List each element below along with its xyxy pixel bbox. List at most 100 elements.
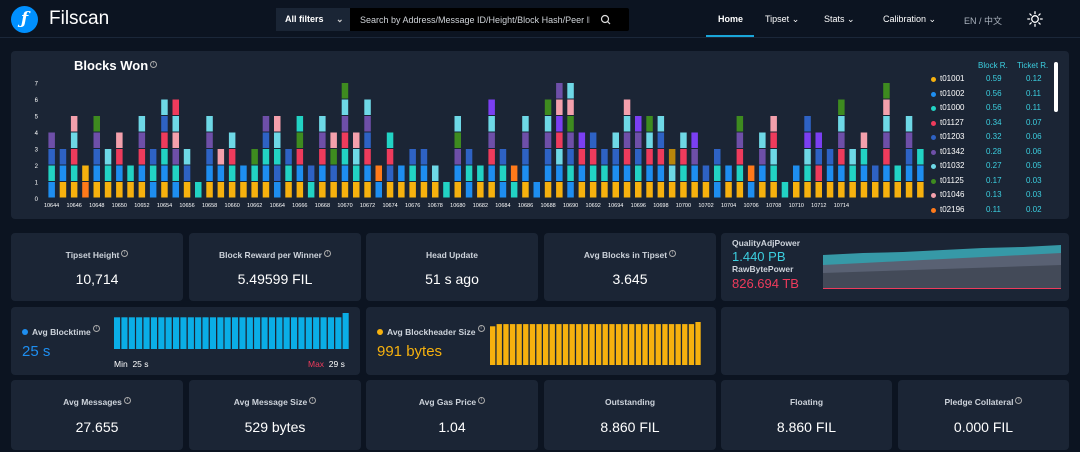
bar-segment[interactable] xyxy=(296,165,304,182)
bar-segment[interactable] xyxy=(488,99,495,116)
bar-segment[interactable] xyxy=(759,182,766,198)
bar-segment[interactable] xyxy=(838,165,845,182)
bar-segment[interactable] xyxy=(70,132,78,149)
bar-segment[interactable] xyxy=(341,182,349,198)
bar-segment[interactable] xyxy=(206,132,213,149)
bar-segment[interactable] xyxy=(736,132,744,149)
bar-segment[interactable] xyxy=(770,116,777,132)
bar-segment[interactable] xyxy=(127,165,134,182)
bar-segment[interactable] xyxy=(872,165,879,182)
bar-segment[interactable] xyxy=(499,182,507,198)
bar-segment[interactable] xyxy=(330,182,337,198)
bar-segment[interactable] xyxy=(93,165,101,182)
bar-segment[interactable] xyxy=(48,149,55,165)
bar-segment[interactable] xyxy=(443,182,450,198)
bar-segment[interactable] xyxy=(578,132,586,149)
bar-segment[interactable] xyxy=(364,149,371,165)
bar-segment[interactable] xyxy=(93,182,101,198)
bar-segment[interactable] xyxy=(48,165,55,182)
bar-segment[interactable] xyxy=(522,182,529,198)
bar-segment[interactable] xyxy=(93,149,101,165)
bar-segment[interactable] xyxy=(770,165,777,182)
bar-segment[interactable] xyxy=(589,132,597,149)
bar-segment[interactable] xyxy=(556,83,563,99)
info-icon[interactable]: i xyxy=(123,397,131,405)
bar-segment[interactable] xyxy=(70,165,78,182)
bar-segment[interactable] xyxy=(386,149,394,165)
bar-segment[interactable] xyxy=(646,149,653,165)
bar-segment[interactable] xyxy=(804,165,811,182)
bar-segment[interactable] xyxy=(116,165,123,182)
bar-segment[interactable] xyxy=(691,182,698,198)
bar-segment[interactable] xyxy=(905,116,913,132)
bar-segment[interactable] xyxy=(657,116,665,132)
bar-segment[interactable] xyxy=(161,99,168,116)
bar-segment[interactable] xyxy=(894,165,902,182)
bar-segment[interactable] xyxy=(804,132,811,149)
bar-segment[interactable] xyxy=(623,165,631,182)
bar-segment[interactable] xyxy=(815,149,823,165)
bar-segment[interactable] xyxy=(240,165,247,182)
bar-segment[interactable] xyxy=(251,182,258,198)
bar-segment[interactable] xyxy=(510,182,518,198)
info-icon[interactable]: i xyxy=(669,250,677,258)
bar-segment[interactable] xyxy=(838,132,845,149)
bar-segment[interactable] xyxy=(747,165,755,182)
bar-segment[interactable] xyxy=(364,132,371,149)
bar-segment[interactable] xyxy=(793,165,800,182)
bar-segment[interactable] xyxy=(341,116,349,132)
bar-segment[interactable] xyxy=(680,165,687,182)
nav-stats[interactable]: Stats ⌄ xyxy=(824,14,855,25)
info-icon[interactable]: i xyxy=(309,397,317,405)
bar-segment[interactable] xyxy=(228,149,236,165)
bar-segment[interactable] xyxy=(849,149,856,165)
bar-segment[interactable] xyxy=(262,182,270,198)
bar-segment[interactable] xyxy=(544,182,552,198)
bar-segment[interactable] xyxy=(544,99,552,116)
bar-segment[interactable] xyxy=(398,182,405,198)
bar-segment[interactable] xyxy=(917,149,924,165)
bar-segment[interactable] xyxy=(567,182,574,198)
bar-segment[interactable] xyxy=(838,182,845,198)
bar-segment[interactable] xyxy=(747,182,755,198)
bar-segment[interactable] xyxy=(567,99,574,116)
bar-segment[interactable] xyxy=(691,165,698,182)
bar-segment[interactable] xyxy=(601,149,608,165)
bar-segment[interactable] xyxy=(138,165,146,182)
bar-segment[interactable] xyxy=(274,149,281,165)
bar-segment[interactable] xyxy=(375,165,383,182)
legend-item-t01342[interactable]: t01342 0.28 0.06 xyxy=(931,147,1051,160)
bar-segment[interactable] xyxy=(341,83,349,99)
bar-segment[interactable] xyxy=(217,165,225,182)
bar-segment[interactable] xyxy=(589,165,597,182)
bar-segment[interactable] xyxy=(623,132,631,149)
bar-segment[interactable] xyxy=(680,132,687,149)
bar-segment[interactable] xyxy=(262,132,270,149)
bar-segment[interactable] xyxy=(691,149,698,165)
bar-segment[interactable] xyxy=(149,165,157,182)
bar-segment[interactable] xyxy=(454,116,462,132)
bar-segment[interactable] xyxy=(465,165,473,182)
legend-item-t01127[interactable]: t01127 0.34 0.07 xyxy=(931,118,1051,131)
bar-segment[interactable] xyxy=(465,149,473,165)
bar-segment[interactable] xyxy=(826,149,834,165)
bar-segment[interactable] xyxy=(206,165,213,182)
bar-segment[interactable] xyxy=(228,132,236,149)
bar-segment[interactable] xyxy=(725,182,732,198)
bar-segment[interactable] xyxy=(567,116,574,132)
bar-segment[interactable] xyxy=(93,132,101,149)
bar-segment[interactable] xyxy=(883,165,890,182)
bar-segment[interactable] xyxy=(341,99,349,116)
bar-segment[interactable] xyxy=(285,165,292,182)
bar-segment[interactable] xyxy=(522,116,529,132)
bar-segment[interactable] xyxy=(353,132,360,149)
bar-segment[interactable] xyxy=(59,165,67,182)
bar-segment[interactable] xyxy=(612,132,620,149)
bar-segment[interactable] xyxy=(668,149,676,165)
bar-segment[interactable] xyxy=(714,182,721,198)
bar-segment[interactable] xyxy=(319,149,326,165)
bar-segment[interactable] xyxy=(646,132,653,149)
bar-segment[interactable] xyxy=(917,165,924,182)
bar-segment[interactable] xyxy=(894,182,902,198)
filter-dropdown[interactable]: All filters ⌄ xyxy=(276,8,350,31)
